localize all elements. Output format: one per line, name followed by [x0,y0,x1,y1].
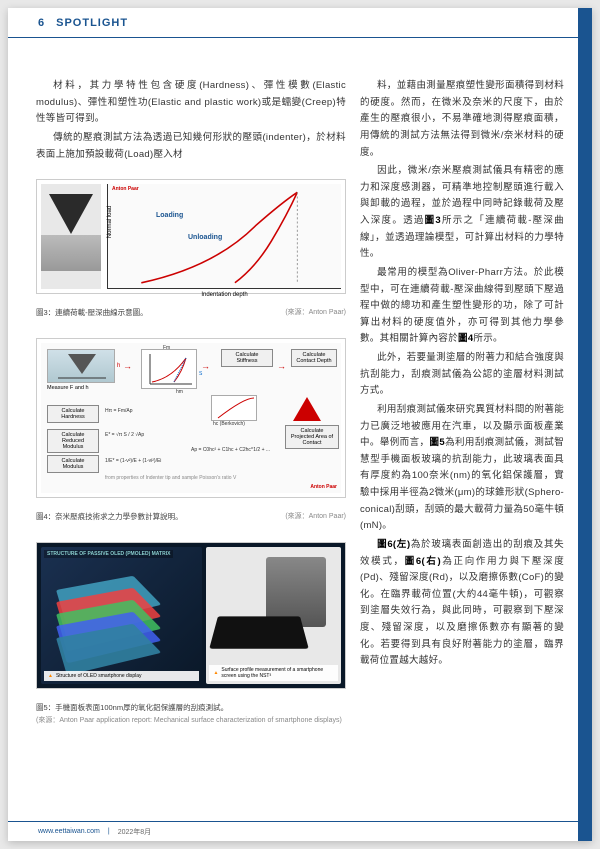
fig3-content: Anton Paar Normal load Indentation depth… [41,184,341,289]
right-p6: 圖6(左)為於玻璃表面創造出的刮痕及其失效模式，圖6(右)為正向作用力與下壓深度… [360,537,564,670]
fig5-triangle-icon-right: ▲ [213,670,218,676]
fig4-hc: hc (Berkovich) [213,421,245,427]
page-footer: www.eettaiwan.com | 2022年8月 [8,821,592,841]
footer-date: 2022年8月 [118,827,151,837]
right-p1: 料，並藉由測量壓痕塑性變形面積得到材料的硬度。然而，在微米及奈米的尺度下，由於產… [360,78,564,161]
fig5-sub-right-text: Surface profile measurement of a smartph… [221,667,334,679]
fig4-fm: Fm [163,345,170,351]
fig4-triangle-icon [293,397,321,421]
fig5-caption: 圖5：手機面板表面100nm厚的氧化鋁保護層的刮痕測試。 [36,702,346,713]
fig3-curve-svg [108,184,341,288]
fig3-unloading-curve [235,192,297,282]
fig5-caption-row: 圖5：手機面板表面100nm厚的氧化鋁保護層的刮痕測試。 (來源：Anton P… [36,702,346,725]
fig4-caption: 圖4：奈米壓痕技術求之力學參數計算說明。 [36,511,183,522]
fig4-box-contact: Calculate Contact Depth [291,349,337,367]
fig3-surface [41,235,101,271]
intro-p2: 傳統的壓痕測試方法為透過已知幾何形狀的壓頭(indenter)，於材料表面上施加… [36,130,346,163]
right-p3b: 所示。 [473,333,502,344]
intro-p1: 材料，其力學特性包含硬度(Hardness)、彈性模數(Elastic modu… [36,78,346,128]
fig4-box-hardness: Calculate Hardness [47,405,99,423]
fig4-measure-label: Measure F and h [47,385,89,391]
fig3-caption: 圖3：連續荷載-壓深曲線示意圖。 [36,307,148,318]
fig4-load-curve [152,358,186,382]
fig3-caption-row: 圖3：連續荷載-壓深曲線示意圖。 (來源：Anton Paar) [36,307,346,318]
fig4-arrow-3: → [277,361,286,371]
fig4-logo: Anton Paar [310,484,337,490]
fig4-fh-svg [142,350,198,390]
fig3-ylabel: Normal load [107,206,113,238]
fig3-graph: Anton Paar Normal load Indentation depth… [107,184,341,289]
page: 6 SPOTLIGHT 材料，其力學特性包含硬度(Hardness)、彈性模數(… [8,8,592,841]
page-header: 6 SPOTLIGHT [8,8,592,38]
fig4-hm: hm [176,389,183,395]
footer-url: www.eettaiwan.com [38,828,100,835]
fig4-indenter-svg [48,350,116,384]
fig3-loading-label: Loading [156,212,183,219]
fig5-right-panel: ▲ Surface profile measurement of a smart… [206,547,341,684]
fig5-sub-left-text: Structure of OLED smartphone display [56,673,142,679]
right-p5: 利用刮痕測試儀來研究異質材料間的附著能力已廣泛地被應用在汽車，以及顯示面板產業中… [360,402,564,535]
page-number: 6 [38,17,44,29]
fig4-box-reduced: Calculate Reduced Modulus [47,429,99,453]
content-area: 材料，其力學特性包含硬度(Hardness)、彈性模數(Elastic modu… [8,38,592,821]
fig4-hc-svg [212,396,258,422]
figure-3: Anton Paar Normal load Indentation depth… [36,179,346,294]
fig4-fh-graph [141,349,197,389]
fig4-footer-note: from properties of Indenter tip and samp… [105,475,236,481]
right-p6-ref2: 圖6(右) [405,556,441,567]
fig4-caption-row: 圖4：奈米壓痕技術求之力學參數計算說明。 (來源：Anton Paar) [36,511,346,522]
fig4-box-modulus: Calculate Modulus [47,455,99,473]
fig5-sub-right: ▲ Surface profile measurement of a smart… [209,665,338,681]
intro-text: 材料，其力學特性包含硬度(Hardness)、彈性模數(Elastic modu… [36,78,346,165]
right-p5-ref: 圖5 [429,437,445,448]
right-p2: 因此，微米/奈米壓痕測試儀具有精密的應力和深度感測器，可精準地控制壓頭進行載入與… [360,163,564,263]
fig5-title: STRUCTURE OF PASSIVE OLED (PMOLED) MATRI… [44,550,173,558]
fig4-box-area: Calculate Projected Area of Contact [285,425,339,449]
fig5-sub-left: ▲ Structure of OLED smartphone display [44,671,199,681]
fig4-formula-reduced: E* = √π S / 2 √Ap [105,432,144,438]
fig4-arrow-2: → [201,361,210,371]
left-column: 材料，其力學特性包含硬度(Hardness)、彈性模數(Elastic modu… [36,78,346,801]
right-p4: 此外，若要量測塗層的附著力和結合強度與抗刮能力，刮痕測試儀為公認的塗層材料測試方… [360,350,564,400]
section-title: SPOTLIGHT [56,17,128,29]
fig5-source: (來源：Anton Paar application report: Mecha… [36,715,346,725]
fig3-xlabel: Indentation depth [201,292,247,298]
right-p5b: 為利用刮痕測試儀，測試智慧型手機面板玻璃的抗刮能力，此玻璃表面具有厚度約為100… [360,437,564,531]
fig3-logo: Anton Paar [112,186,139,192]
fig5-left-panel: STRUCTURE OF PASSIVE OLED (PMOLED) MATRI… [41,547,202,684]
right-p3: 最常用的模型為Oliver-Pharr方法。於此模型中，可在連續荷載-壓深曲線得… [360,265,564,348]
fig5-phone [210,616,310,648]
fig4-tip-icon [68,354,96,374]
right-p6b: 為正向作用力與下壓深度(Pd)、殘留深度(Rd)，以及磨擦係數(CoF)的變化。… [360,556,564,667]
fig3-unloading-label: Unloading [188,234,222,241]
fig4-source: (來源：Anton Paar) [285,511,346,522]
fig4-box-stiffness: Calculate Stiffness [221,349,273,367]
fig4-formula-modulus: 1/E* = (1-ν²)/E + (1-νi²)/Ei [105,458,161,464]
fig5-triangle-icon-left: ▲ [48,673,53,679]
fig4-indenter-sketch [47,349,115,383]
fig4-hc-graph [211,395,257,421]
figure-4: h Measure F and h Fm S hm [36,338,346,498]
fig4-h-arrow: h [117,363,120,369]
right-p3-ref: 圖4 [458,333,473,344]
footer-separator: | [108,828,110,835]
fig3-indenter-diagram [41,184,101,289]
fig3-source: (來源：Anton Paar) [285,307,346,318]
fig4-arrow-1: → [123,361,132,371]
right-p2-ref: 圖3 [425,215,441,226]
fig4-formula-hardness: Hπ = Fm/Ap [105,408,132,414]
right-p6-ref1: 圖6(左) [377,539,410,550]
fig4-content: h Measure F and h Fm S hm [41,343,341,493]
fig5-content: STRUCTURE OF PASSIVE OLED (PMOLED) MATRI… [37,543,345,688]
fig3-indenter-tip [49,194,93,234]
fig4-formula-area: Ap = C0hc² + C1hc + C2hc^1/2 + ... [191,447,270,453]
fig4-s: S [199,371,202,377]
right-column: 料，並藉由測量壓痕塑性變形面積得到材料的硬度。然而，在微米及奈米的尺度下，由於產… [360,78,564,801]
fig4-hc-curve [218,398,254,418]
figure-5: STRUCTURE OF PASSIVE OLED (PMOLED) MATRI… [36,542,346,689]
